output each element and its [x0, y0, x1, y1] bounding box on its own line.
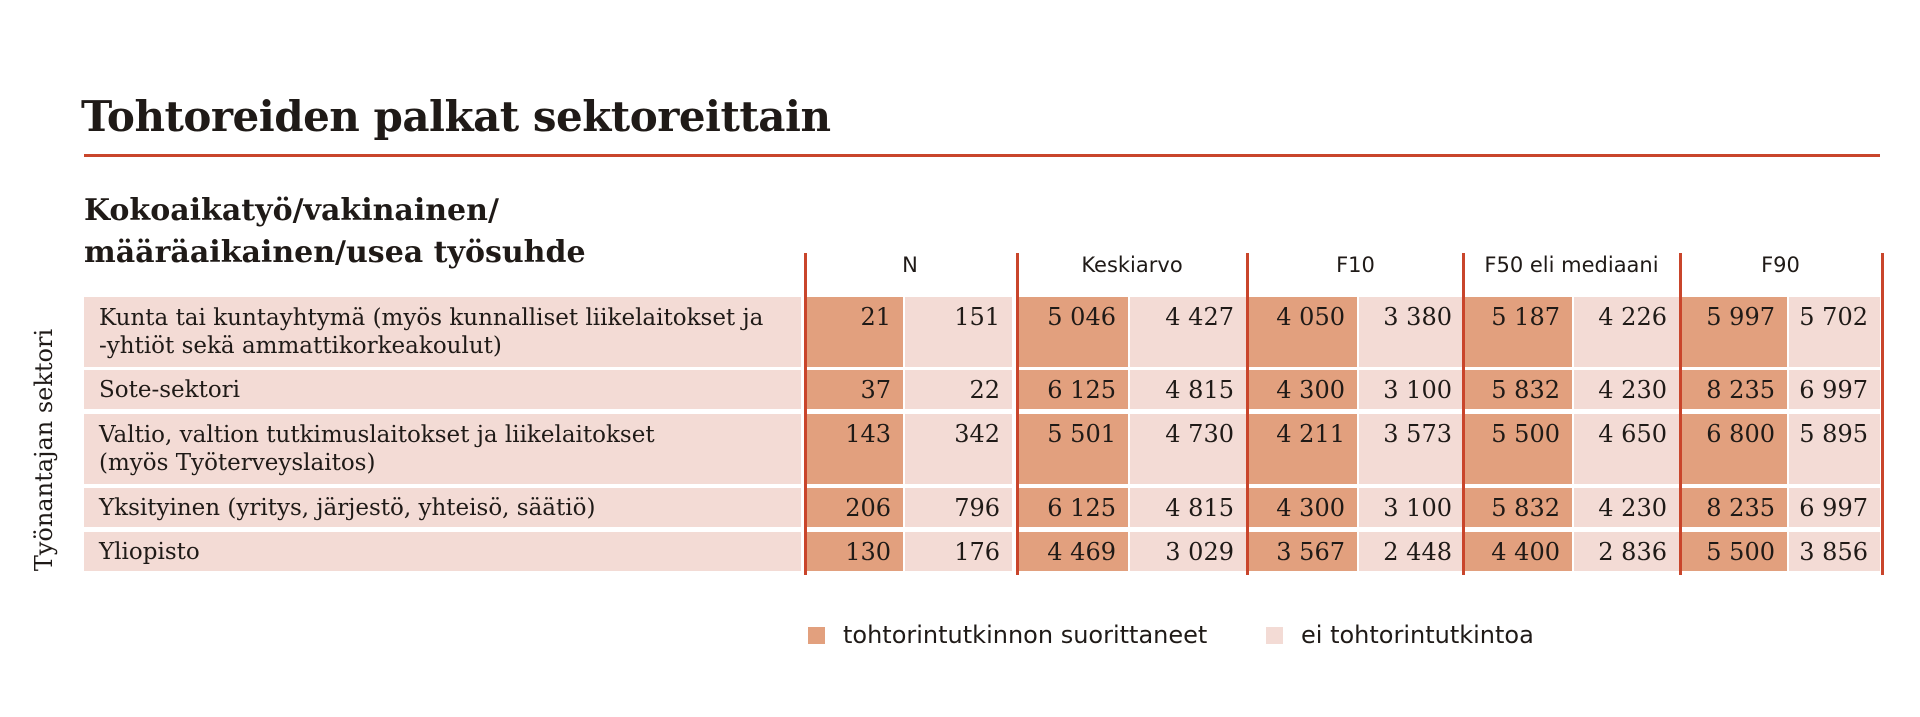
row-label-line: -yhtiöt sekä ammattikorkeakoulut)	[99, 333, 502, 359]
table-subtitle: Kokoaikatyö/vakinainen/ määräaikainen/us…	[84, 190, 784, 274]
value-cell-no-doctorate: 3 380	[1359, 297, 1464, 367]
value-cell-doctorate: 4 300	[1249, 370, 1357, 409]
column-header: F90	[1761, 253, 1800, 277]
value-cell-doctorate: 37	[805, 370, 903, 409]
value-cell-doctorate: 4 211	[1249, 414, 1357, 484]
value-cell-doctorate: 6 125	[1018, 488, 1128, 527]
value-cell-no-doctorate: 3 573	[1359, 414, 1464, 484]
row-background	[84, 532, 801, 571]
value-cell-doctorate: 5 501	[1018, 414, 1128, 484]
row-label-line: Kunta tai kuntayhtymä (myös kunnalliset …	[99, 305, 764, 331]
row-label: Kunta tai kuntayhtymä (myös kunnalliset …	[99, 304, 799, 360]
row-background	[84, 414, 801, 484]
value-cell-no-doctorate: 342	[905, 414, 1012, 484]
row-label: Sote-sektori	[99, 376, 799, 404]
column-header: F10	[1336, 253, 1375, 277]
value-cell-no-doctorate: 6 997	[1789, 488, 1880, 527]
value-cell-doctorate: 130	[805, 532, 903, 571]
value-cell-no-doctorate: 4 427	[1130, 297, 1246, 367]
column-divider	[1462, 253, 1465, 575]
value-cell-no-doctorate: 2 448	[1359, 532, 1464, 571]
legend-swatch-doctorate	[808, 626, 825, 644]
value-cell-doctorate: 4 300	[1249, 488, 1357, 527]
value-cell-doctorate: 5 832	[1465, 370, 1572, 409]
value-cell-no-doctorate: 3 100	[1359, 488, 1464, 527]
legend-item-no-doctorate: ei tohtorintutkintoa	[1266, 620, 1534, 650]
value-cell-no-doctorate: 4 730	[1130, 414, 1246, 484]
row-label: Yksityinen (yritys, järjestö, yhteisö, s…	[99, 494, 799, 522]
row-label-line: Sote-sektori	[99, 376, 241, 403]
value-cell-doctorate: 6 800	[1681, 414, 1787, 484]
value-cell-doctorate: 21	[805, 297, 903, 367]
legend-swatch-no-doctorate	[1266, 626, 1283, 644]
value-cell-no-doctorate: 4 650	[1574, 414, 1679, 484]
value-cell-doctorate: 206	[805, 488, 903, 527]
title-rule	[84, 154, 1880, 157]
value-cell-doctorate: 4 400	[1465, 532, 1572, 571]
value-cell-doctorate: 143	[805, 414, 903, 484]
value-cell-no-doctorate: 3 856	[1789, 532, 1880, 571]
row-label-line: Yksityinen (yritys, järjestö, yhteisö, s…	[99, 494, 596, 521]
row-label-line: Valtio, valtion tutkimuslaitokset ja lii…	[99, 422, 655, 448]
subtitle-line: määräaikainen/usea työsuhde	[84, 235, 586, 270]
value-cell-no-doctorate: 4 815	[1130, 488, 1246, 527]
row-axis-label: Työnantajan sektori	[30, 328, 58, 572]
column-header: N	[902, 253, 918, 277]
row-label: Valtio, valtion tutkimuslaitokset ja lii…	[99, 421, 799, 477]
value-cell-no-doctorate: 6 997	[1789, 370, 1880, 409]
column-divider	[1679, 253, 1682, 575]
value-cell-no-doctorate: 4 226	[1574, 297, 1679, 367]
value-cell-doctorate: 5 500	[1681, 532, 1787, 571]
value-cell-no-doctorate: 3 100	[1359, 370, 1464, 409]
chart-title: Tohtoreiden palkat sektoreittain	[81, 92, 831, 141]
value-cell-no-doctorate: 4 230	[1574, 488, 1679, 527]
subtitle-line: Kokoaikatyö/vakinainen/	[84, 193, 499, 228]
row-label-line: (myös Työterveyslaitos)	[99, 450, 376, 476]
value-cell-doctorate: 5 832	[1465, 488, 1572, 527]
legend-label: ei tohtorintutkintoa	[1301, 621, 1534, 649]
value-cell-doctorate: 8 235	[1681, 370, 1787, 409]
value-cell-doctorate: 3 567	[1249, 532, 1357, 571]
value-cell-no-doctorate: 4 815	[1130, 370, 1246, 409]
value-cell-no-doctorate: 5 895	[1789, 414, 1880, 484]
value-cell-doctorate: 4 050	[1249, 297, 1357, 367]
column-divider	[1246, 253, 1249, 575]
value-cell-no-doctorate: 151	[905, 297, 1012, 367]
legend-label: tohtorintutkinnon suorittaneet	[843, 621, 1208, 649]
value-cell-no-doctorate: 22	[905, 370, 1012, 409]
legend-item-doctorate: tohtorintutkinnon suorittaneet	[808, 620, 1207, 650]
column-divider	[804, 253, 807, 575]
column-header: F50 eli mediaani	[1484, 253, 1659, 277]
value-cell-doctorate: 5 997	[1681, 297, 1787, 367]
value-cell-doctorate: 5 187	[1465, 297, 1572, 367]
value-cell-doctorate: 5 046	[1018, 297, 1128, 367]
row-background	[84, 488, 801, 527]
value-cell-doctorate: 4 469	[1018, 532, 1128, 571]
value-cell-no-doctorate: 3 029	[1130, 532, 1246, 571]
column-divider	[1016, 253, 1019, 575]
row-label-line: Yliopisto	[99, 538, 200, 565]
column-header: Keskiarvo	[1081, 253, 1183, 277]
value-cell-no-doctorate: 2 836	[1574, 532, 1679, 571]
value-cell-no-doctorate: 4 230	[1574, 370, 1679, 409]
row-background	[84, 370, 801, 409]
value-cell-doctorate: 6 125	[1018, 370, 1128, 409]
value-cell-doctorate: 5 500	[1465, 414, 1572, 484]
value-cell-no-doctorate: 176	[905, 532, 1012, 571]
row-background	[84, 297, 801, 367]
value-cell-doctorate: 8 235	[1681, 488, 1787, 527]
row-label: Yliopisto	[99, 538, 799, 566]
column-divider	[1881, 253, 1884, 575]
value-cell-no-doctorate: 796	[905, 488, 1012, 527]
value-cell-no-doctorate: 5 702	[1789, 297, 1880, 367]
